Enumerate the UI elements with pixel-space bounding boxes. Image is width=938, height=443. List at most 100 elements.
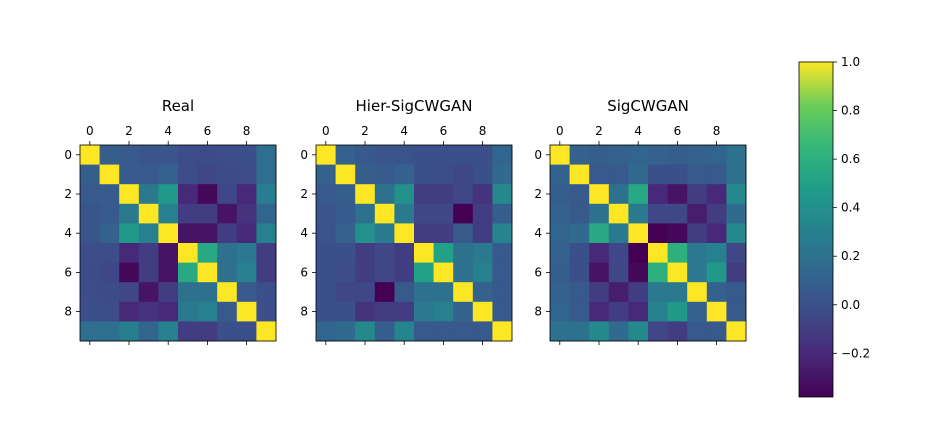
- heatmap-cell: [589, 282, 610, 303]
- x-tick-label: 6: [204, 124, 212, 138]
- heatmap-cell: [80, 184, 100, 205]
- heatmap-cell: [374, 262, 395, 283]
- heatmap-cell: [667, 262, 688, 283]
- heatmap-cell: [394, 262, 415, 283]
- heatmap-cell: [569, 321, 590, 342]
- heatmap-cell: [492, 243, 513, 263]
- heatmap-cell: [256, 282, 277, 303]
- heatmap-cell: [256, 145, 277, 165]
- heatmap-cell: [667, 282, 688, 303]
- heatmap-cell: [394, 301, 415, 322]
- heatmap-cell: [80, 282, 100, 303]
- heatmap-cell: [550, 164, 570, 185]
- heatmap-cell: [726, 301, 747, 322]
- heatmap-cell: [706, 262, 727, 283]
- heatmap-cell: [178, 184, 198, 205]
- heatmap-cell: [726, 223, 747, 244]
- heatmap-cell: [316, 321, 336, 342]
- heatmap-cell: [256, 262, 277, 283]
- heatmap-cell: [374, 203, 395, 224]
- heatmap-cell: [355, 184, 376, 205]
- heatmap-cell: [335, 301, 356, 322]
- heatmap-cell: [178, 243, 198, 263]
- y-tick-label: 6: [534, 265, 542, 279]
- x-tick-label: 2: [595, 124, 603, 138]
- heatmap-cell: [80, 262, 100, 283]
- heatmap-cell: [316, 243, 336, 263]
- panel-title: Hier-SigCWGAN: [356, 97, 473, 115]
- heatmap-cell: [550, 184, 570, 205]
- heatmap-cell: [197, 164, 218, 185]
- heatmap-cell: [687, 223, 708, 244]
- heatmap-cell: [608, 145, 629, 165]
- heatmap-cell: [433, 184, 454, 205]
- heatmap-cell: [217, 145, 238, 165]
- heatmap-cell: [335, 184, 356, 205]
- heatmap-cell: [706, 184, 727, 205]
- heatmap-cell: [80, 223, 100, 244]
- heatmap-cell: [492, 223, 513, 244]
- heatmap-cell: [608, 262, 629, 283]
- y-tick-label: 2: [64, 187, 72, 201]
- heatmap-cell: [355, 223, 376, 244]
- heatmap-cell: [158, 164, 179, 185]
- heatmap-cell: [197, 223, 218, 244]
- heatmap-cell: [236, 321, 257, 342]
- heatmap-cell: [374, 223, 395, 244]
- heatmap-cell: [99, 321, 120, 342]
- heatmap-cell: [550, 243, 570, 263]
- heatmap-cell: [550, 282, 570, 303]
- heatmap-frame: [315, 144, 513, 342]
- heatmap-cell: [687, 164, 708, 185]
- colorbar-tick-label: 0.4: [841, 201, 860, 215]
- heatmap-cell: [589, 184, 610, 205]
- heatmap-cell: [355, 145, 376, 165]
- heatmap-cell: [648, 243, 668, 263]
- heatmap-cell: [99, 145, 120, 165]
- y-tick-label: 4: [64, 226, 72, 240]
- heatmap-cell: [569, 282, 590, 303]
- x-tick-label: 6: [674, 124, 682, 138]
- heatmap-cell: [217, 164, 238, 185]
- x-tick-label: 6: [440, 124, 448, 138]
- heatmap-cell: [667, 301, 688, 322]
- heatmap-cell: [394, 145, 415, 165]
- heatmap-cell: [569, 184, 590, 205]
- heatmap-cell: [589, 262, 610, 283]
- heatmap-cell: [335, 243, 356, 263]
- heatmap-cell: [492, 282, 513, 303]
- heatmap-cell: [99, 243, 120, 263]
- heatmap-cell: [472, 262, 493, 283]
- heatmap-panel: SigCWGAN 00 2 2 4 4 6 6 8 8: [534, 97, 747, 345]
- heatmap-cell: [628, 262, 649, 283]
- heatmap-cell: [138, 262, 159, 283]
- y-tick-label: 8: [64, 305, 72, 319]
- heatmap-cell: [355, 203, 376, 224]
- colorbar-tick-label: 1.0: [841, 55, 860, 69]
- heatmap-cell: [706, 223, 727, 244]
- heatmap-cell: [453, 321, 474, 342]
- panel-title: Real: [162, 97, 194, 115]
- heatmap-cell: [453, 243, 474, 263]
- heatmap-cell: [158, 301, 179, 322]
- heatmap-cell: [99, 223, 120, 244]
- heatmap-cell: [608, 164, 629, 185]
- x-tick-label: 8: [243, 124, 251, 138]
- heatmap-cell: [178, 321, 198, 342]
- heatmap-cell: [706, 145, 727, 165]
- heatmap-cell: [453, 164, 474, 185]
- heatmap-cell: [608, 203, 629, 224]
- heatmap-cell: [667, 164, 688, 185]
- heatmap-cell: [726, 243, 747, 263]
- heatmap-cell: [197, 243, 218, 263]
- heatmap-cell: [178, 301, 198, 322]
- heatmap-cell: [138, 184, 159, 205]
- heatmap-cell: [217, 282, 238, 303]
- heatmap-cell: [628, 243, 649, 263]
- heatmap-cell: [414, 243, 434, 263]
- heatmap-cell: [608, 321, 629, 342]
- heatmap-cell: [119, 203, 140, 224]
- colorbar-tick-label: −0.2: [841, 346, 870, 360]
- heatmap-cell: [472, 145, 493, 165]
